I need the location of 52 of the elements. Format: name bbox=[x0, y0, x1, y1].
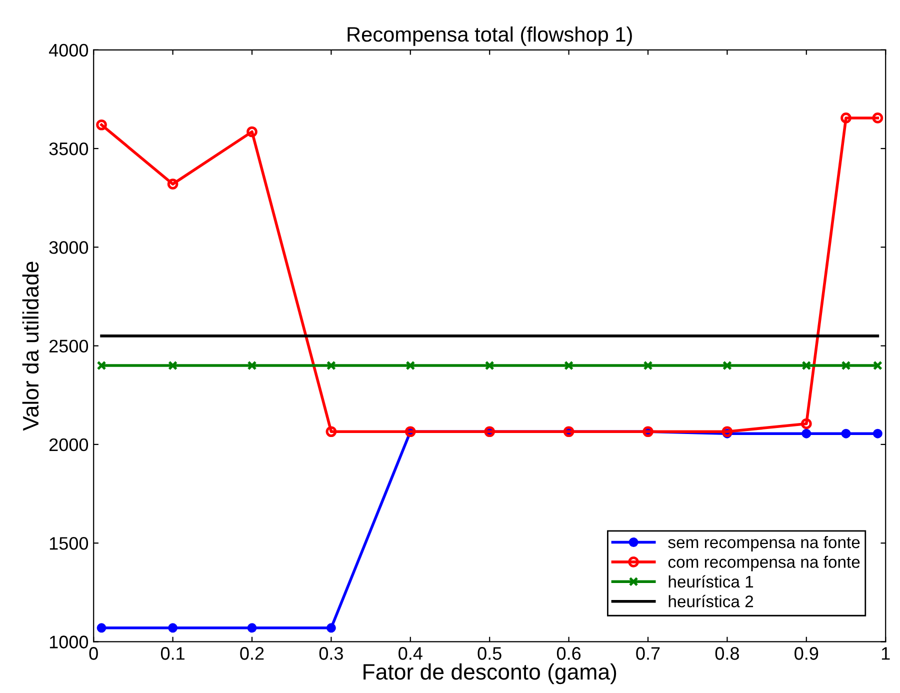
chart-title: Recompensa total (flowshop 1) bbox=[348, 26, 632, 46]
point bbox=[841, 428, 851, 438]
legend-label: heurística 2 bbox=[668, 594, 754, 608]
x-tick-label: 0.9 bbox=[794, 647, 818, 660]
y-tick-label: 1500 bbox=[50, 537, 88, 550]
x-tick-label: 0.2 bbox=[240, 647, 264, 660]
y-tick-label: 3500 bbox=[49, 142, 88, 156]
x-tick-label: 0.6 bbox=[556, 647, 581, 660]
point bbox=[643, 360, 653, 370]
y-tick-label: 1000 bbox=[50, 636, 88, 648]
x-tick-label: 0 bbox=[89, 647, 98, 660]
x-tick-label: 0.3 bbox=[319, 647, 343, 660]
legend-label: sem recompensa na fonte bbox=[668, 536, 860, 552]
point bbox=[484, 360, 494, 370]
y-tick-label: 2000 bbox=[49, 438, 88, 452]
point bbox=[872, 112, 884, 124]
point bbox=[96, 119, 107, 130]
point bbox=[326, 360, 336, 370]
legend-label: com recompensa na fonte bbox=[668, 556, 860, 572]
point bbox=[800, 418, 812, 430]
x-tick-label: 1 bbox=[882, 647, 890, 660]
point bbox=[872, 360, 882, 370]
x-tick-label: 0.7 bbox=[636, 647, 660, 660]
point bbox=[564, 360, 574, 370]
point bbox=[872, 428, 882, 438]
y-axis-title: Valor da utilidade bbox=[22, 262, 39, 431]
y-tick-label: 2500 bbox=[49, 340, 88, 353]
point bbox=[326, 623, 336, 633]
y-tick-label: 4000 bbox=[48, 44, 88, 57]
x-tick-label: 0.5 bbox=[478, 647, 502, 660]
point bbox=[247, 623, 257, 633]
x-axis-title: Fator de desconto (gama) bbox=[364, 663, 616, 684]
y-tick-label: 3000 bbox=[49, 241, 88, 254]
point bbox=[802, 428, 812, 438]
point bbox=[722, 360, 732, 370]
point bbox=[247, 360, 257, 370]
x-tick-label: 0.8 bbox=[715, 647, 739, 660]
legend-label: heurística 1 bbox=[668, 575, 754, 588]
x-tick-label: 0.4 bbox=[398, 647, 422, 660]
x-tick-label: 0.1 bbox=[160, 647, 184, 660]
point bbox=[840, 112, 852, 124]
point bbox=[406, 360, 416, 370]
point bbox=[722, 426, 733, 438]
point bbox=[326, 426, 337, 438]
point bbox=[802, 360, 812, 370]
point bbox=[168, 623, 178, 633]
point bbox=[96, 623, 106, 633]
point bbox=[246, 126, 258, 138]
point bbox=[167, 178, 178, 190]
point bbox=[168, 360, 178, 370]
point bbox=[841, 360, 851, 370]
point bbox=[96, 360, 106, 370]
